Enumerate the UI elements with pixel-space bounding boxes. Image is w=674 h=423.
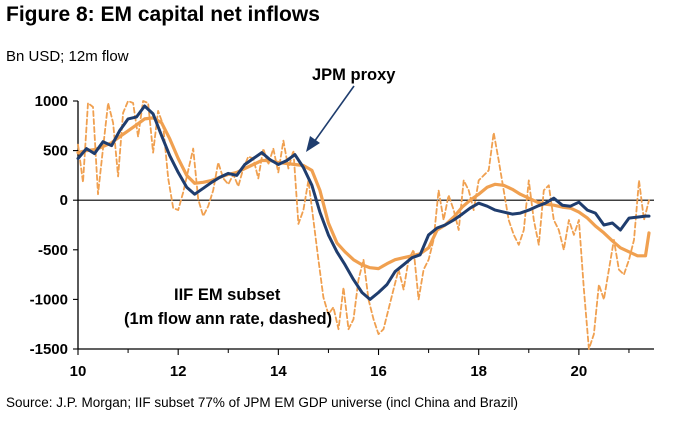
x-tick-label: 12 (170, 363, 187, 380)
series-line-jpm (76, 104, 651, 301)
y-tick-label: -500 (38, 242, 68, 259)
y-tick-label: -1500 (30, 341, 68, 358)
annotation-arrow (313, 85, 355, 143)
x-tick-label: 16 (370, 363, 387, 380)
chart-title: Figure 8: EM capital net inflows (6, 3, 320, 26)
x-tick-label: 18 (470, 363, 487, 380)
chart-subtitle: Bn USD; 12m flow (6, 48, 129, 65)
y-tick-label: 0 (60, 192, 68, 209)
x-tick-label: 20 (571, 363, 588, 380)
series-line-iif (76, 116, 651, 271)
annotation-iif-line2: (1m flow ann rate, dashed) (124, 310, 332, 328)
x-tick-label: 14 (270, 363, 287, 380)
chart-source: Source: J.P. Morgan; IIF subset 77% of J… (6, 395, 518, 410)
annotation-iif-line1: IIF EM subset (174, 286, 281, 304)
x-tick-label: 10 (70, 363, 87, 380)
y-tick-label: 500 (43, 143, 68, 160)
series-line-iif_dashed (77, 100, 650, 350)
annotation-arrowhead (306, 136, 320, 152)
annotation-jpm-proxy: JPM proxy (312, 66, 396, 84)
series-layer (76, 100, 651, 350)
y-tick-label: -1000 (30, 291, 68, 308)
y-tick-label: 1000 (35, 93, 68, 110)
annotations-layer: JPM proxy IIF EM subset (1m flow ann rat… (124, 66, 396, 328)
